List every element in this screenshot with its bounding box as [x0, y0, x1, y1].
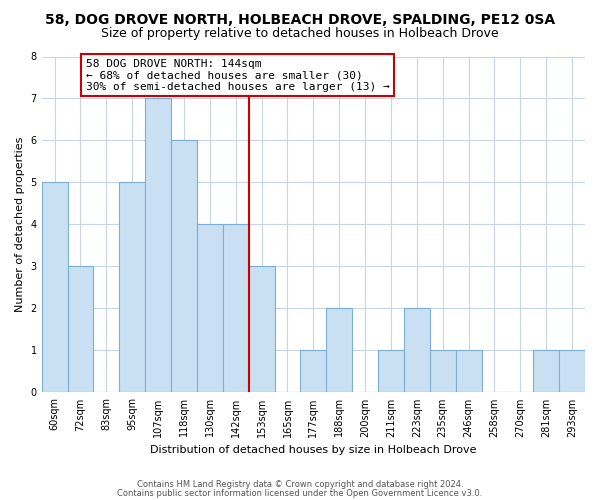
Text: Contains HM Land Registry data © Crown copyright and database right 2024.: Contains HM Land Registry data © Crown c…: [137, 480, 463, 489]
Y-axis label: Number of detached properties: Number of detached properties: [15, 137, 25, 312]
Text: 58 DOG DROVE NORTH: 144sqm
← 68% of detached houses are smaller (30)
30% of semi: 58 DOG DROVE NORTH: 144sqm ← 68% of deta…: [86, 58, 389, 92]
Bar: [326, 308, 352, 392]
Bar: [248, 266, 275, 392]
Bar: [378, 350, 404, 393]
Text: Size of property relative to detached houses in Holbeach Drove: Size of property relative to detached ho…: [101, 28, 499, 40]
Text: 58, DOG DROVE NORTH, HOLBEACH DROVE, SPALDING, PE12 0SA: 58, DOG DROVE NORTH, HOLBEACH DROVE, SPA…: [45, 12, 555, 26]
Bar: [533, 350, 559, 393]
Text: Contains public sector information licensed under the Open Government Licence v3: Contains public sector information licen…: [118, 488, 482, 498]
Bar: [301, 350, 326, 393]
Bar: [41, 182, 68, 392]
Bar: [119, 182, 145, 392]
Bar: [223, 224, 248, 392]
Bar: [145, 98, 171, 393]
Bar: [171, 140, 197, 392]
Bar: [68, 266, 94, 392]
Bar: [559, 350, 585, 393]
Bar: [404, 308, 430, 392]
Bar: [455, 350, 482, 393]
Bar: [430, 350, 455, 393]
Bar: [197, 224, 223, 392]
X-axis label: Distribution of detached houses by size in Holbeach Drove: Distribution of detached houses by size …: [150, 445, 476, 455]
